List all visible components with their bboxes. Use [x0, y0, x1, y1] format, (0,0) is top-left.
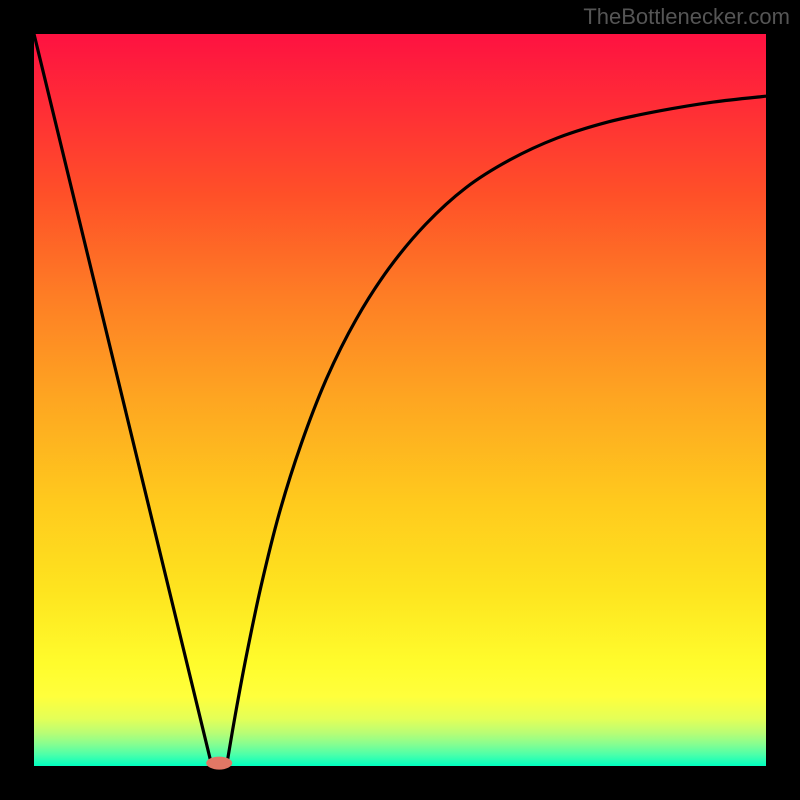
- chart-svg: [0, 0, 800, 800]
- optimal-point-marker: [206, 757, 232, 770]
- attribution-text: TheBottlenecker.com: [583, 4, 790, 30]
- plot-area: [34, 34, 766, 766]
- bottleneck-chart: TheBottlenecker.com: [0, 0, 800, 800]
